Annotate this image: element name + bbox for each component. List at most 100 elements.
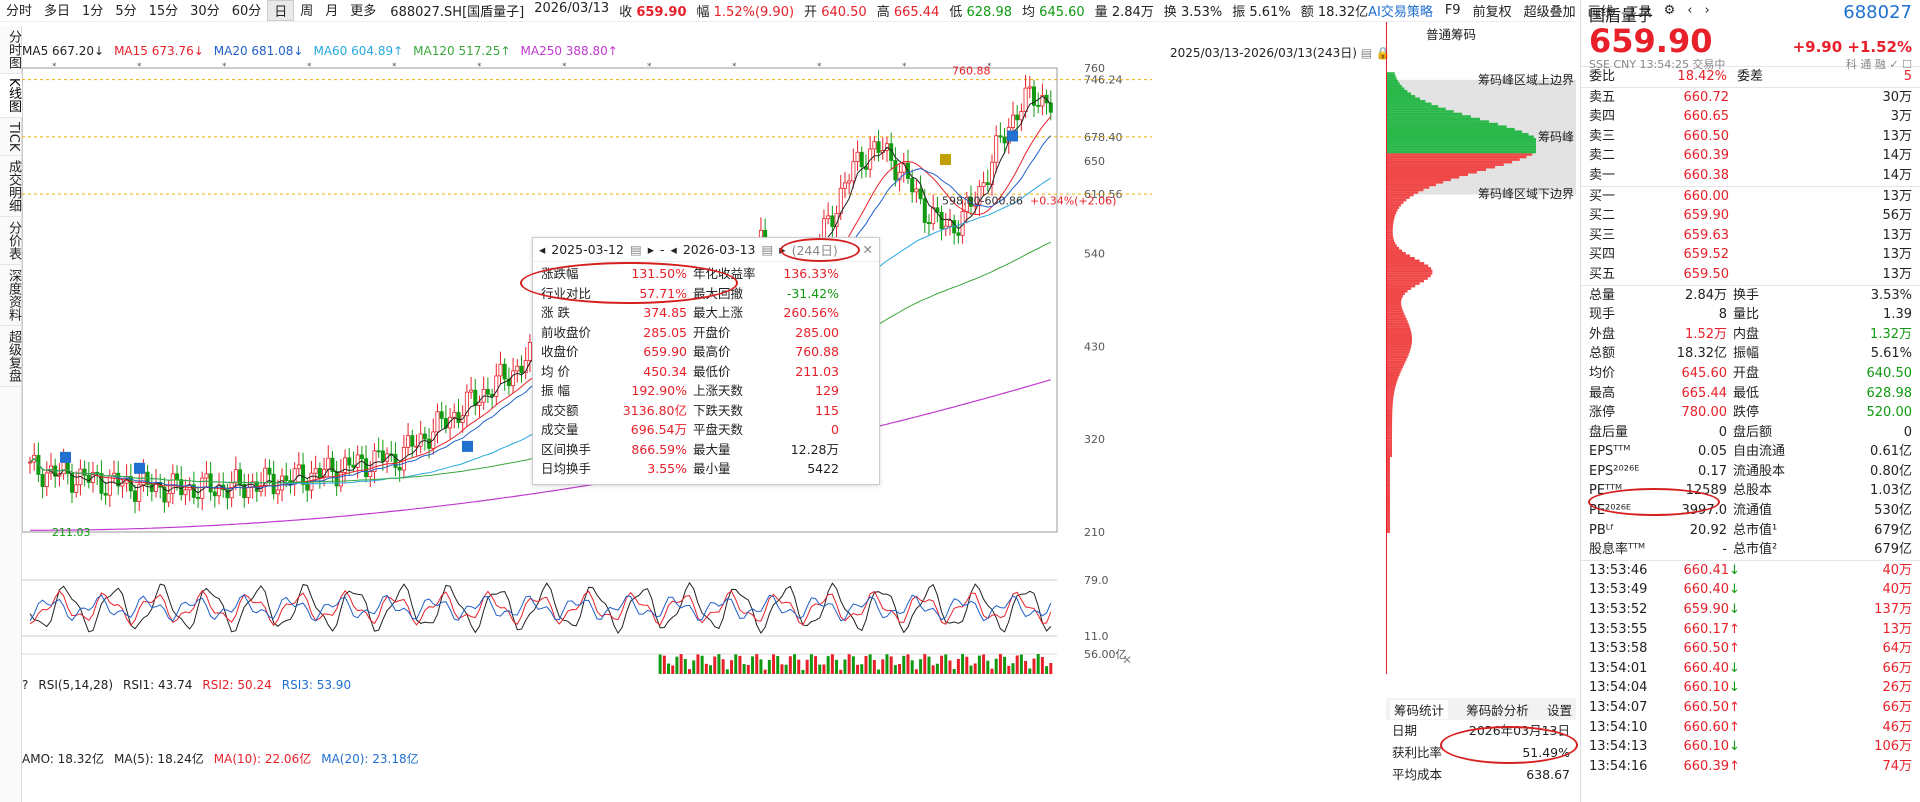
asks-row[interactable]: 卖二 660.39 14万 [1589, 148, 1912, 164]
left-nav-item[interactable]: K线图 [0, 74, 22, 118]
chip-bar [1386, 234, 1393, 237]
popup-value: 3136.80亿 [622, 402, 687, 418]
adjust-button[interactable]: 前复权 [1472, 5, 1512, 20]
chevron-right-icon[interactable]: › [1704, 3, 1710, 18]
left-nav-item[interactable]: 深度资料 [0, 265, 22, 326]
candle-body [427, 438, 432, 449]
chip-bar [1386, 507, 1390, 511]
amo-bar [1045, 666, 1049, 674]
period-tab[interactable]: 日 [267, 0, 295, 21]
tick-list[interactable]: 13:53:46 660.41 ↓ 40万 13:53:49 660.40 ↓ 40万 13:5… [1581, 561, 1920, 777]
period-tab[interactable]: 分时 [6, 4, 33, 19]
f9-button[interactable]: F9 [1444, 3, 1461, 18]
asks-row[interactable]: 卖五 660.72 30万 [1589, 89, 1912, 105]
period-tab[interactable]: 5分 [115, 4, 137, 19]
period-tab[interactable]: 15分 [148, 4, 179, 19]
range-end[interactable]: 2026-03-13 [682, 242, 756, 257]
bids-row[interactable]: 买五 659.50 13万 [1589, 266, 1912, 282]
bids-row[interactable]: 买二 659.90 56万 [1589, 208, 1912, 224]
chip-bar [1386, 469, 1390, 473]
left-nav-item[interactable]: 分价表 [0, 217, 22, 265]
period-tab[interactable]: 更多 [350, 4, 377, 19]
tab-chip-stats[interactable]: 筹码统计 [1390, 699, 1449, 719]
chevron-left-icon[interactable]: ‹ [1687, 3, 1693, 18]
bids-row[interactable]: 买三 659.63 13万 [1589, 227, 1912, 243]
bids-row[interactable]: 买一 660.00 13万 [1589, 188, 1912, 204]
asks-row[interactable]: 卖四 660.65 3万 [1589, 109, 1912, 125]
candle-body [910, 178, 915, 193]
event-marker [462, 440, 473, 452]
chip-bar [1386, 464, 1390, 468]
tools-button[interactable]: 工具 [1625, 5, 1652, 20]
stat-row: 股息率ᵀᵀᴹ - 总市值² 679亿 [1589, 542, 1912, 558]
amo-bar [793, 654, 797, 674]
bids-row[interactable]: 买四 659.52 13万 [1589, 247, 1912, 263]
candle-body [334, 471, 339, 487]
chip-bar [1386, 439, 1393, 442]
period-tab[interactable]: 30分 [190, 4, 220, 19]
candle-body [347, 457, 352, 466]
calendar-icon[interactable]: ▤ [629, 242, 642, 257]
asks-row[interactable]: 卖三 660.50 13万 [1589, 128, 1912, 144]
chip-bar [1386, 72, 1395, 75]
chip-bar [1386, 236, 1394, 240]
chevron-left-icon[interactable]: ◂ [670, 242, 677, 257]
chip-bar [1386, 383, 1396, 387]
chip-bar [1386, 370, 1401, 374]
tab-chip-age[interactable]: 筹码龄分析 [1466, 702, 1529, 718]
calendar-icon[interactable]: ▤ [761, 242, 774, 257]
candle-body [876, 141, 881, 153]
draw-button[interactable]: 画线 [1587, 5, 1614, 20]
help-icon[interactable]: ? [22, 678, 29, 692]
candle-body [355, 454, 360, 468]
period-tab[interactable]: 周 [300, 4, 314, 19]
candle-body [208, 473, 213, 493]
stat-row: 均价 645.60 开盘 640.50 [1589, 365, 1912, 381]
period-tab[interactable]: 多日 [44, 4, 71, 19]
period-tab[interactable]: 月 [325, 4, 339, 19]
candle-body [368, 471, 373, 478]
candle-body [1002, 136, 1007, 144]
chevron-left-icon[interactable]: ◂ [539, 242, 546, 257]
gear-icon[interactable]: ⚙ [1663, 3, 1676, 18]
ask-book: 卖五 660.72 30万 卖四 660.65 3万 卖三 660.50 13万 卖二 660.39… [1581, 88, 1920, 186]
chip-bar [1386, 497, 1390, 501]
y-tick-label: 430 [1084, 340, 1105, 353]
range-start[interactable]: 2025-03-12 [551, 242, 624, 257]
close-price: 659.90 [636, 5, 687, 20]
asks-row[interactable]: 卖一 660.38 14万 [1589, 167, 1912, 183]
candle-body [826, 215, 831, 220]
candle-body [196, 497, 201, 499]
tab-chip-settings[interactable]: 设置 [1546, 702, 1572, 718]
chip-bar [1386, 431, 1393, 435]
left-nav-item[interactable]: TICK [0, 118, 22, 156]
popup-label: 最大回撤 [693, 285, 744, 301]
chip-bar [1386, 122, 1498, 126]
amo-bar [961, 654, 965, 674]
chip-bar [1386, 224, 1394, 227]
candle-body [448, 416, 453, 429]
turnover: 3.53% [1180, 5, 1223, 20]
period-tabs: 分时 多日 1分 5分 15分 30分 60分日周月更多 [0, 0, 382, 21]
period-tab[interactable]: 60分 [231, 4, 262, 19]
close-icon[interactable]: ✕ [862, 242, 873, 257]
candle-body [82, 468, 87, 476]
date-range-label[interactable]: 2025/03/13-2026/03/13(243日) ▤ 🔒 [1170, 46, 1391, 60]
quote-icons[interactable]: 科 通 融 ✓ ☐ [1845, 58, 1912, 71]
left-nav-item[interactable]: 成交明细 [0, 156, 22, 217]
candle-body [851, 161, 856, 182]
left-nav-item[interactable]: 超级复盘 [0, 326, 22, 387]
chevron-right-icon[interactable]: ▸ [647, 242, 655, 257]
left-nav-item[interactable]: 分时图 [0, 26, 22, 74]
amo-bar [788, 656, 792, 674]
chip-bar [1386, 102, 1432, 106]
ai-strategy-button[interactable]: AI交易策略 [1368, 5, 1433, 20]
amo-bar [822, 664, 826, 674]
amo-bar [700, 655, 704, 674]
left-nav: 分时图 K线图 TICK 成交明细 分价表 深度资料 超级复盘 [0, 26, 22, 802]
overlay-button[interactable]: 超级叠加 [1523, 5, 1576, 20]
popup-label: 开盘价 [693, 324, 731, 340]
popup-value: 450.34 [643, 363, 687, 379]
chevron-right-icon[interactable]: ▸ [779, 242, 786, 257]
period-tab[interactable]: 1分 [82, 4, 104, 19]
